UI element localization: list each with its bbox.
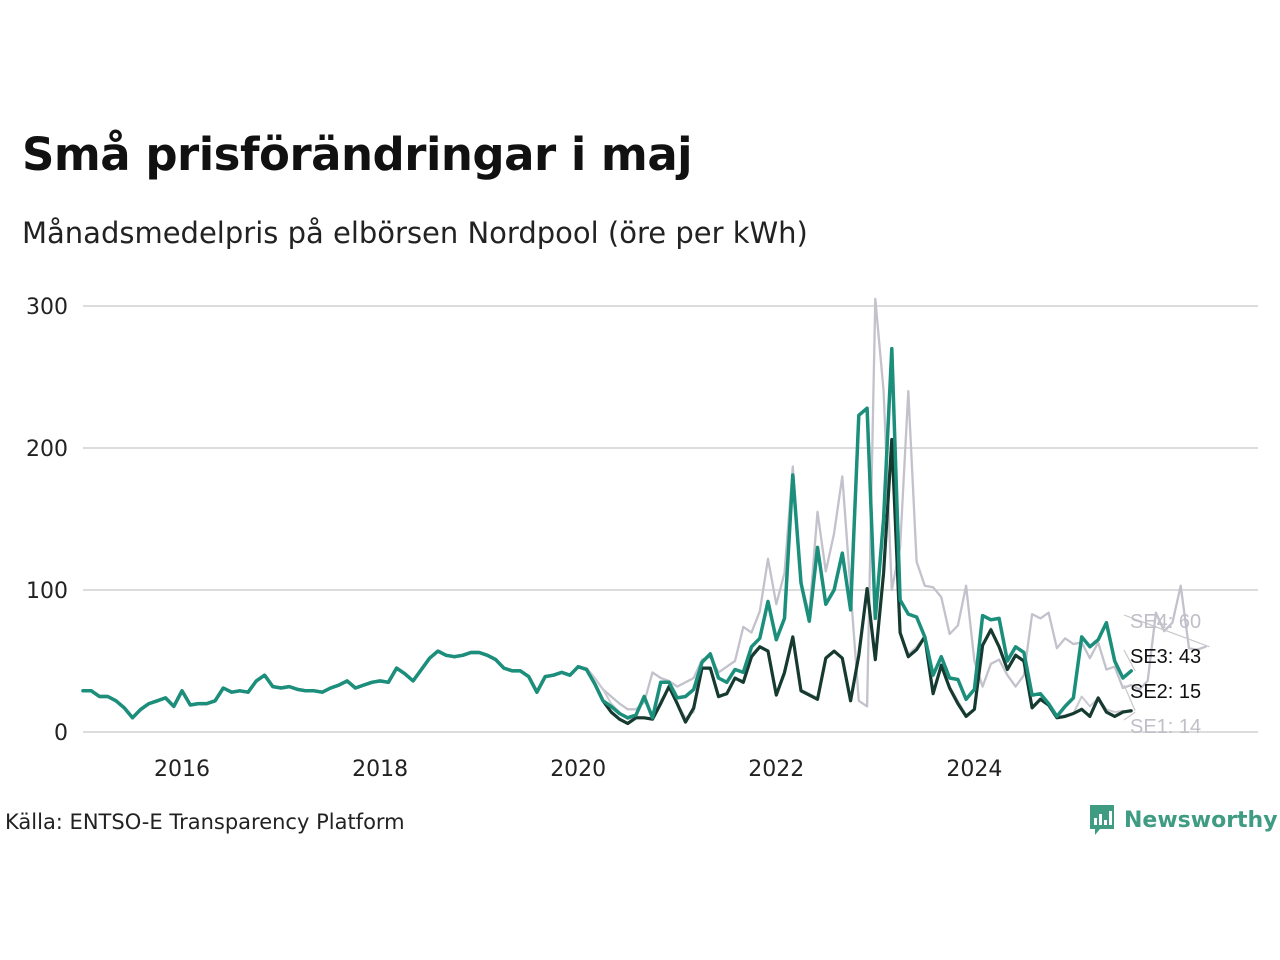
y-tick-label: 0 xyxy=(54,721,68,746)
gridlines xyxy=(83,305,1258,733)
end-label-se1: SE1: 14 xyxy=(1130,716,1201,738)
y-tick-label: 100 xyxy=(26,579,68,604)
brand-logo: Newsworthy xyxy=(1088,803,1278,837)
series-line-se3 xyxy=(81,346,1133,720)
chart-subtitle: Månadsmedelpris på elbörsen Nordpool (ör… xyxy=(22,216,808,250)
end-label-se3: SE3: 43 xyxy=(1130,646,1201,668)
y-axis-ticks: 0 100 200 300 xyxy=(26,295,68,746)
y-tick-label: 300 xyxy=(26,295,68,320)
x-tick-label: 2022 xyxy=(748,757,804,782)
source-note: Källa: ENTSO-E Transparency Platform xyxy=(5,810,405,834)
series-lines xyxy=(81,297,1207,726)
end-label-se4: SE4: 60 xyxy=(1130,611,1201,633)
brand-name: Newsworthy xyxy=(1124,807,1278,833)
x-tick-label: 2020 xyxy=(550,757,606,782)
leader-line xyxy=(1123,649,1136,672)
x-tick-label: 2018 xyxy=(352,757,408,782)
leader-line xyxy=(1123,614,1210,648)
series-line-se4 xyxy=(81,297,1207,719)
newsworthy-logo-icon xyxy=(1090,805,1114,835)
series-end-labels: SE4: 60 SE3: 43 SE2: 15 SE1: 14 xyxy=(1123,611,1210,738)
y-tick-label: 200 xyxy=(26,437,68,462)
x-tick-label: 2024 xyxy=(946,757,1002,782)
x-tick-label: 2016 xyxy=(154,757,210,782)
end-label-se2: SE2: 15 xyxy=(1130,681,1201,703)
leader-line xyxy=(1123,711,1136,721)
chart-title: Små prisförändringar i maj xyxy=(22,128,693,181)
leader-line xyxy=(1123,684,1136,711)
x-axis-ticks: 2016 2018 2020 2022 2024 xyxy=(154,757,1002,782)
